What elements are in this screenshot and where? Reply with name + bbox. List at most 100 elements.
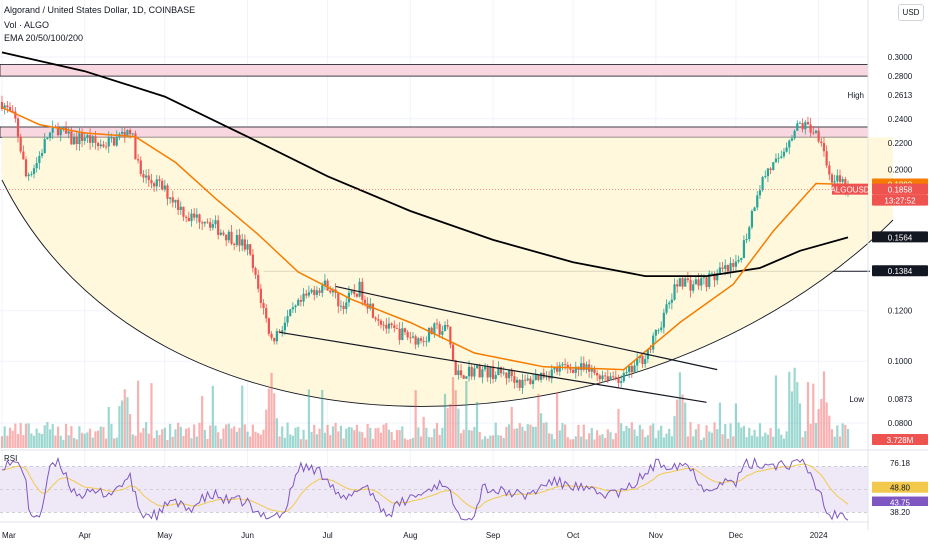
candle — [737, 259, 740, 262]
volume-bar — [702, 437, 705, 448]
candle — [550, 369, 553, 379]
volume-bar — [721, 434, 724, 448]
volume-bar — [462, 429, 465, 448]
candle — [398, 328, 401, 341]
volume-bar — [481, 439, 484, 448]
volume-bar — [126, 397, 129, 448]
y-tick-label: 0.2200 — [888, 139, 913, 148]
volume-bar — [614, 433, 617, 448]
candle — [716, 273, 719, 281]
price-label-0: 0.2613 — [888, 91, 913, 100]
volume-bar — [249, 436, 252, 448]
volume-bar — [646, 435, 649, 448]
currency-button[interactable]: USD — [898, 4, 924, 21]
candle — [406, 332, 409, 338]
candle — [497, 367, 500, 376]
volume-bar — [499, 435, 503, 448]
volume-bar — [785, 431, 788, 448]
volume-bar — [782, 438, 786, 448]
volume-bar — [209, 425, 212, 448]
candle — [622, 373, 625, 382]
candle — [772, 162, 775, 170]
volume-bar — [339, 425, 343, 448]
volume-bar — [112, 438, 116, 448]
candle — [163, 185, 166, 190]
candle — [427, 327, 431, 342]
volume-bar — [846, 428, 850, 448]
volume-bar — [355, 424, 359, 448]
candle — [825, 151, 828, 166]
trendline-lower — [279, 331, 707, 403]
rsi-tick-label-0: 76.18 — [890, 459, 911, 468]
x-tick-label: Jun — [241, 531, 254, 540]
candle — [708, 273, 711, 287]
candle — [32, 168, 36, 175]
volume-bar — [318, 428, 321, 448]
candle — [134, 133, 137, 160]
price-tag-6: Low — [849, 395, 864, 404]
volume-bar — [572, 439, 575, 448]
volume-bar — [670, 436, 673, 448]
candle — [235, 234, 238, 245]
volume-bar — [681, 394, 684, 448]
volume-bar — [401, 426, 404, 448]
candle — [729, 263, 732, 272]
candle — [137, 159, 140, 161]
y-tick-label: 0.1200 — [888, 307, 913, 316]
price-label-4: 0.1564 — [888, 233, 913, 242]
volume-bar — [628, 428, 631, 448]
candle — [182, 206, 185, 217]
volume-bar — [163, 427, 166, 448]
candle — [96, 142, 100, 147]
candle — [769, 168, 772, 170]
candle — [233, 243, 236, 245]
candle — [321, 285, 324, 293]
candle — [419, 338, 423, 341]
volume-bar — [334, 422, 337, 448]
volume-bar — [267, 388, 270, 448]
candle — [350, 290, 353, 293]
y-tick-label: 0.3000 — [888, 53, 913, 62]
volume-bar — [716, 429, 719, 448]
candle — [51, 126, 54, 133]
candle — [120, 131, 124, 134]
candle — [523, 379, 527, 381]
volume-bar — [257, 433, 260, 448]
volume-bar — [30, 433, 33, 448]
volume-bar — [740, 427, 743, 448]
volume-bar — [233, 426, 236, 448]
symbol-tag-bg — [832, 183, 868, 195]
volume-bar — [361, 432, 364, 448]
volume-bar — [668, 428, 671, 448]
candle — [198, 214, 201, 223]
volume-bar — [828, 415, 831, 448]
candle — [104, 146, 108, 148]
volume-bar — [120, 400, 124, 448]
volume-bar — [518, 423, 521, 448]
volume-bar — [419, 436, 423, 448]
candle — [652, 335, 655, 350]
candle — [401, 328, 404, 341]
candle — [374, 317, 377, 320]
volume-bar — [641, 429, 644, 448]
candle — [126, 130, 129, 137]
volume-bar — [235, 431, 238, 448]
price-label-bg-0 — [872, 89, 928, 101]
volume-bar — [814, 423, 818, 448]
volume-bar — [345, 428, 348, 448]
volume-bar — [558, 430, 561, 448]
volume-bar — [561, 423, 564, 448]
candle — [353, 290, 356, 295]
volume-bar — [780, 434, 783, 448]
volume-bar — [580, 436, 583, 448]
volume-bar — [35, 428, 38, 448]
volume-bar — [8, 427, 12, 448]
candle — [166, 185, 169, 199]
candle — [798, 123, 802, 124]
volume-bar — [676, 399, 679, 448]
volume-bar — [307, 389, 311, 448]
volume-bar — [748, 427, 751, 448]
price-label-bg-6 — [872, 392, 928, 404]
candle — [644, 359, 647, 364]
